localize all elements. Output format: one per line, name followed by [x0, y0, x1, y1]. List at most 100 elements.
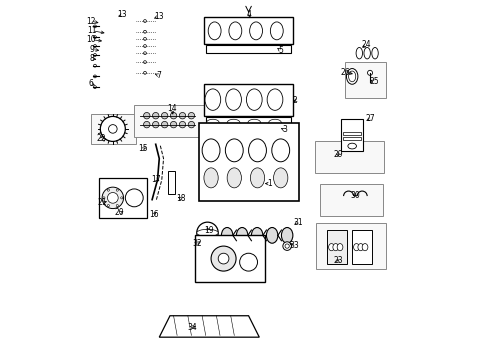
Ellipse shape	[225, 139, 243, 162]
Ellipse shape	[171, 121, 177, 128]
Circle shape	[211, 246, 236, 271]
Circle shape	[218, 253, 229, 264]
Circle shape	[144, 61, 147, 64]
Ellipse shape	[250, 168, 265, 188]
Ellipse shape	[161, 112, 168, 119]
Bar	[342, 119, 363, 152]
Ellipse shape	[237, 228, 248, 243]
Bar	[317, 223, 386, 269]
Text: 32: 32	[192, 239, 201, 248]
Ellipse shape	[346, 68, 358, 84]
Circle shape	[100, 116, 125, 141]
Ellipse shape	[208, 22, 221, 40]
Ellipse shape	[333, 244, 339, 251]
Ellipse shape	[356, 48, 363, 59]
Circle shape	[285, 244, 289, 248]
Text: 34: 34	[187, 323, 197, 332]
Text: 33: 33	[290, 240, 299, 249]
Circle shape	[144, 45, 147, 48]
Text: 14: 14	[167, 104, 176, 113]
Bar	[92, 114, 136, 144]
Ellipse shape	[281, 228, 293, 243]
Text: 21: 21	[98, 198, 107, 207]
Ellipse shape	[337, 244, 343, 251]
Text: 24: 24	[362, 40, 371, 49]
Circle shape	[94, 45, 97, 48]
Ellipse shape	[364, 48, 370, 59]
Ellipse shape	[205, 89, 220, 111]
Ellipse shape	[267, 89, 283, 111]
Ellipse shape	[270, 22, 283, 40]
Text: 3: 3	[283, 126, 288, 135]
Ellipse shape	[248, 139, 267, 162]
Ellipse shape	[179, 112, 186, 119]
Text: 13: 13	[117, 10, 126, 19]
Circle shape	[109, 125, 117, 133]
Ellipse shape	[329, 244, 334, 251]
Ellipse shape	[348, 71, 356, 82]
Circle shape	[144, 52, 147, 55]
Circle shape	[125, 189, 143, 207]
Bar	[206, 117, 292, 128]
Circle shape	[107, 204, 109, 207]
Ellipse shape	[246, 89, 262, 111]
Ellipse shape	[179, 121, 186, 128]
Ellipse shape	[171, 112, 177, 119]
Ellipse shape	[144, 121, 150, 128]
Ellipse shape	[362, 244, 368, 251]
Text: 20: 20	[115, 208, 124, 217]
Text: 22: 22	[97, 134, 106, 143]
Text: 8: 8	[89, 54, 94, 63]
Bar	[195, 235, 265, 282]
Bar	[345, 62, 386, 98]
Circle shape	[368, 70, 372, 75]
Ellipse shape	[354, 244, 359, 251]
Circle shape	[144, 71, 147, 74]
Bar	[327, 230, 347, 264]
Ellipse shape	[197, 229, 218, 237]
Circle shape	[144, 37, 147, 40]
Circle shape	[204, 229, 211, 237]
Text: 11: 11	[87, 26, 97, 35]
Text: 23: 23	[333, 256, 343, 265]
Circle shape	[94, 25, 97, 28]
Ellipse shape	[273, 168, 288, 188]
Circle shape	[107, 193, 118, 203]
Ellipse shape	[249, 22, 263, 40]
Ellipse shape	[251, 228, 263, 243]
Bar	[98, 178, 147, 217]
Text: 16: 16	[149, 210, 159, 219]
Ellipse shape	[188, 121, 195, 128]
Ellipse shape	[372, 48, 378, 59]
Text: 7: 7	[156, 71, 161, 80]
Circle shape	[116, 189, 119, 191]
Text: 13: 13	[154, 12, 163, 21]
Circle shape	[197, 222, 218, 244]
Text: 15: 15	[138, 144, 148, 153]
Bar	[206, 45, 292, 53]
Text: 5: 5	[278, 46, 283, 55]
Text: 1: 1	[268, 179, 272, 188]
Ellipse shape	[227, 119, 240, 126]
Bar	[315, 141, 384, 173]
Ellipse shape	[152, 121, 159, 128]
Bar	[204, 84, 293, 116]
Circle shape	[94, 54, 97, 57]
Text: 18: 18	[177, 194, 186, 203]
Text: 29: 29	[333, 150, 343, 159]
Text: 25: 25	[369, 77, 379, 86]
Text: 26: 26	[340, 68, 350, 77]
Text: 4: 4	[247, 10, 252, 19]
Circle shape	[144, 19, 147, 22]
Bar	[343, 137, 361, 140]
Circle shape	[103, 197, 105, 199]
Ellipse shape	[226, 89, 242, 111]
Ellipse shape	[348, 143, 356, 149]
Ellipse shape	[269, 119, 281, 126]
Circle shape	[94, 86, 97, 89]
Ellipse shape	[206, 119, 220, 126]
Ellipse shape	[202, 139, 220, 162]
Bar	[320, 184, 383, 216]
Text: 2: 2	[293, 96, 297, 105]
Ellipse shape	[229, 22, 242, 40]
